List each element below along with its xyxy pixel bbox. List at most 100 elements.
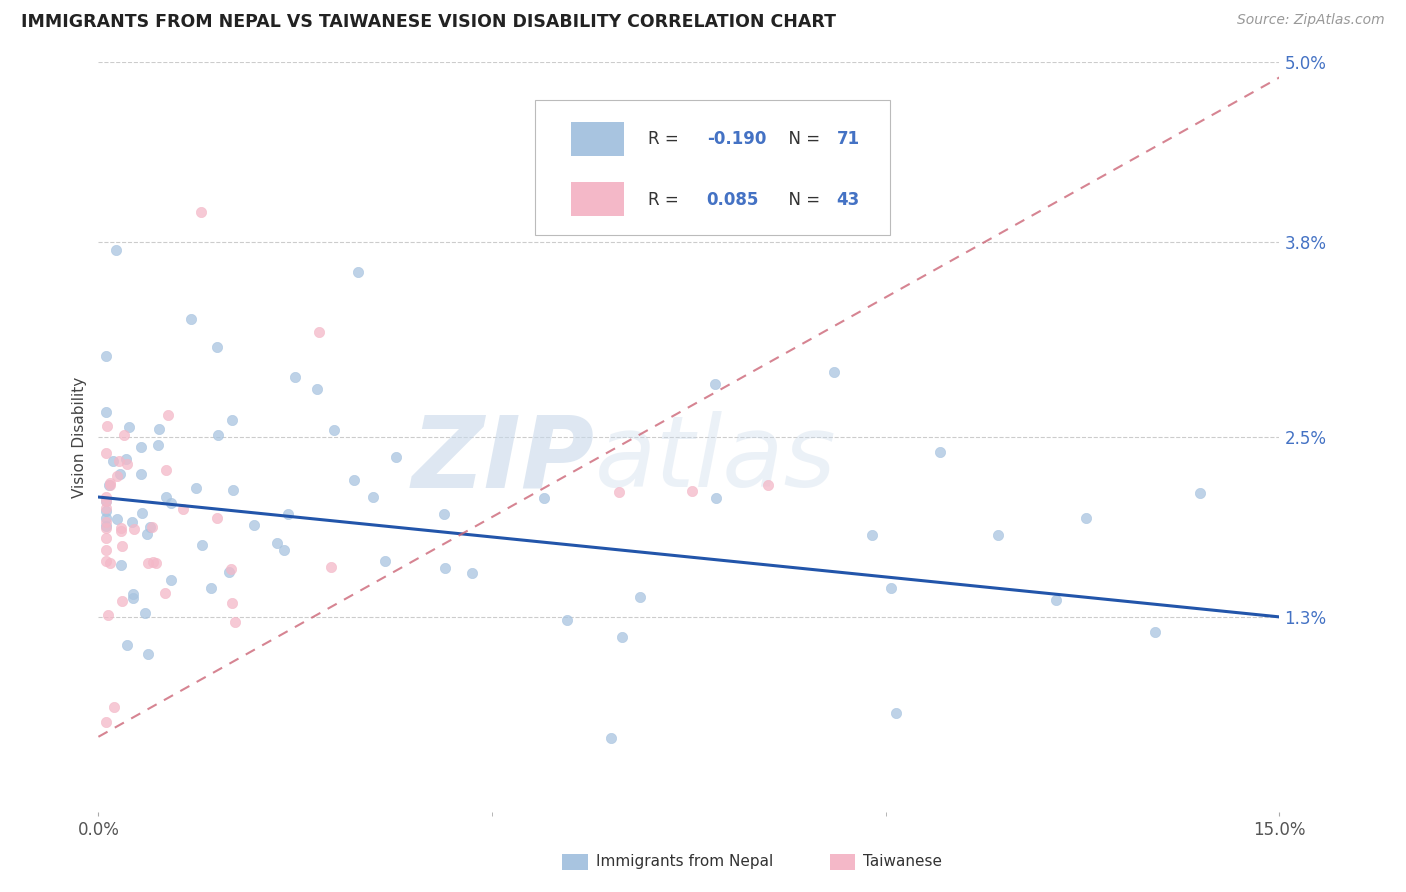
Point [433,561,456,575]
Point [96,531,118,545]
Point [218,565,240,579]
Point [243,518,266,533]
Point [323,423,346,437]
Point [156,409,179,423]
Point [136,647,159,661]
Y-axis label: Vision Disability: Vision Disability [72,376,87,498]
Point [96,542,118,557]
Point [374,554,396,568]
Point [555,613,578,627]
Point [96,445,118,459]
Point [190,205,212,219]
Text: R =: R = [648,191,683,209]
FancyBboxPatch shape [571,122,624,156]
Point [1189,486,1212,500]
Point [207,427,229,442]
Point [221,413,243,427]
Point [96,350,118,364]
Point [880,581,903,595]
Text: R =: R = [648,130,683,148]
Point [146,438,169,452]
Point [96,501,118,516]
Point [1076,511,1098,525]
Point [98,478,121,492]
Point [115,457,138,471]
Point [96,714,118,729]
Point [610,631,633,645]
Point [122,591,145,606]
Point [139,520,162,534]
Point [129,440,152,454]
Point [114,427,136,442]
Point [103,699,125,714]
Point [96,521,118,535]
Text: Source: ZipAtlas.com: Source: ZipAtlas.com [1237,13,1385,28]
Point [108,454,131,468]
Point [98,557,121,571]
Point [148,422,170,436]
Point [361,490,384,504]
Text: 43: 43 [837,191,860,209]
Point [222,483,245,497]
Point [96,515,118,529]
Text: atlas: atlas [595,411,837,508]
Point [160,496,183,510]
Point [104,243,127,257]
Point [886,706,908,721]
Point [433,507,456,521]
Point [284,370,307,384]
Point [160,573,183,587]
Point [141,519,163,533]
Point [200,581,222,595]
Point [105,468,128,483]
Point [98,475,121,490]
Point [136,527,159,541]
Point [111,594,134,608]
Point [121,515,143,529]
Point [823,365,845,379]
Point [114,452,136,467]
Point [1143,625,1166,640]
Point [184,481,207,495]
Point [97,607,120,622]
Point [277,507,299,521]
Point [343,473,366,487]
Point [273,543,295,558]
Point [704,376,727,391]
Point [96,419,118,434]
Text: IMMIGRANTS FROM NEPAL VS TAIWANESE VISION DISABILITY CORRELATION CHART: IMMIGRANTS FROM NEPAL VS TAIWANESE VISIO… [21,13,837,31]
Point [987,528,1010,542]
Point [155,586,177,600]
Point [205,511,228,525]
FancyBboxPatch shape [536,100,890,235]
Point [305,382,328,396]
Text: Taiwanese: Taiwanese [863,855,942,869]
Point [1045,593,1067,607]
Point [600,731,623,745]
Point [172,502,194,516]
Point [533,491,555,505]
Point [681,483,703,498]
Point [121,587,143,601]
Point [96,493,118,508]
Point [756,478,779,492]
Point [96,511,118,525]
Point [134,607,156,621]
Point [110,520,132,534]
Point [607,484,630,499]
Point [928,445,950,459]
Point [145,557,167,571]
Text: Immigrants from Nepal: Immigrants from Nepal [596,855,773,869]
Point [96,405,118,419]
Point [221,596,243,610]
Point [122,522,145,536]
Text: N =: N = [778,130,825,148]
Point [117,638,139,652]
Point [111,539,134,553]
Text: -0.190: -0.190 [707,130,766,148]
Point [96,504,118,518]
Point [308,325,330,339]
Point [131,506,153,520]
Point [96,554,118,568]
Point [101,454,124,468]
